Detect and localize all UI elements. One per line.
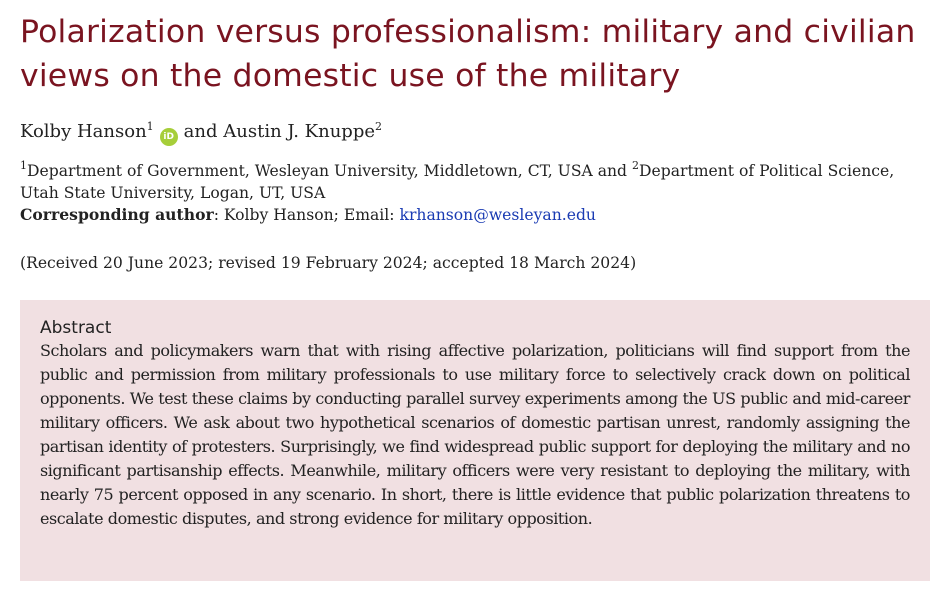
corresponding-author: Corresponding author: Kolby Hanson; Emai…: [20, 204, 935, 226]
abstract-box: Abstract Scholars and policymakers warn …: [20, 300, 930, 581]
author-list: Kolby Hanson1 iD and Austin J. Knuppe2: [20, 119, 382, 146]
corresponding-author-text: : Kolby Hanson; Email:: [213, 206, 400, 224]
abstract-heading: Abstract: [40, 318, 112, 338]
article-title: Polarization versus professionalism: mil…: [20, 14, 916, 94]
affiliation-text: Department of Political Science, Utah St…: [20, 162, 895, 202]
author-conjunction: and: [183, 121, 218, 142]
affiliations: 1Department of Government, Wesleyan Univ…: [20, 160, 935, 226]
affiliation-text: Department of Government, Wesleyan Unive…: [27, 162, 632, 180]
affiliation-marker: 2: [632, 159, 639, 172]
email-link[interactable]: krhanson@wesleyan.edu: [399, 206, 596, 224]
affiliation-line: 1Department of Government, Wesleyan Univ…: [20, 160, 935, 204]
author-affiliation-marker: 1: [146, 120, 154, 133]
author-name[interactable]: Austin J. Knuppe: [223, 121, 375, 142]
corresponding-author-label: Corresponding author: [20, 205, 214, 224]
abstract-body: Scholars and policymakers warn that with…: [40, 341, 910, 528]
author-name[interactable]: Kolby Hanson: [20, 121, 147, 142]
author-affiliation-marker: 2: [375, 120, 382, 133]
article-history: (Received 20 June 2023; revised 19 Febru…: [20, 254, 637, 272]
orcid-icon[interactable]: iD: [159, 128, 178, 146]
affiliation-marker: 1: [20, 159, 27, 172]
